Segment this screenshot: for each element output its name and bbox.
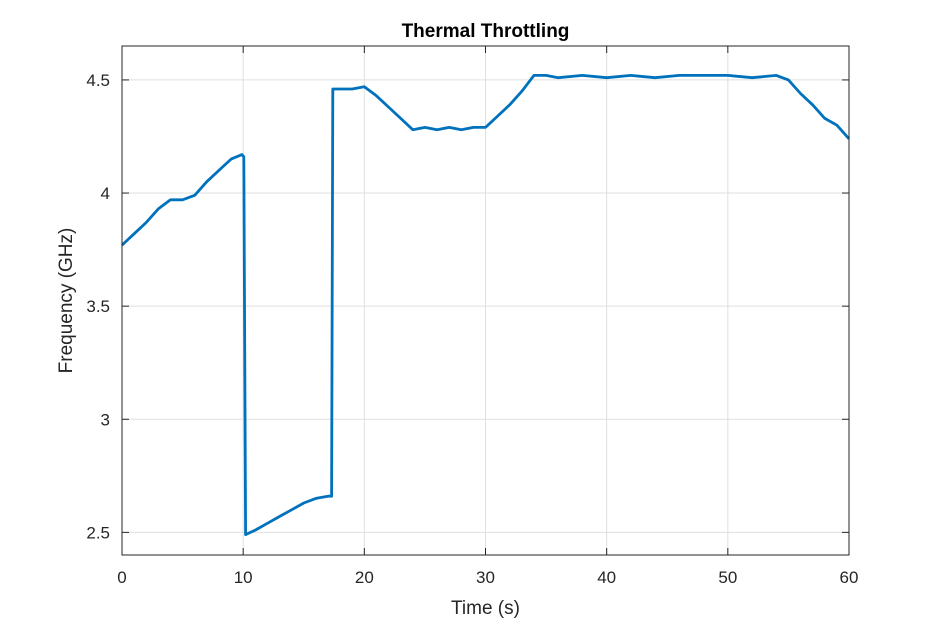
frequency-series-line xyxy=(121,74,851,536)
plot-area xyxy=(121,74,851,536)
x-axis-label: Time (s) xyxy=(451,598,520,619)
x-tick-label: 10 xyxy=(234,568,253,587)
grid xyxy=(121,46,850,555)
x-tick-label: 50 xyxy=(718,568,737,587)
y-tick-label: 2.5 xyxy=(86,523,110,542)
x-tick-label: 0 xyxy=(117,568,126,587)
y-tick-label: 3.5 xyxy=(86,297,110,316)
ticks xyxy=(121,46,850,555)
x-tick-label: 20 xyxy=(355,568,374,587)
tick-labels: 0 10 20 30 40 50 60 2.5 3 3.5 4 4.5 xyxy=(86,71,858,587)
y-tick-label: 4.5 xyxy=(86,71,110,90)
x-tick-label: 30 xyxy=(476,568,495,587)
y-tick-label: 4 xyxy=(101,184,110,203)
y-axis-label: Frequency (GHz) xyxy=(56,228,77,374)
x-tick-label: 40 xyxy=(597,568,616,587)
y-tick-label: 3 xyxy=(101,410,110,429)
chart-title: Thermal Throttling xyxy=(402,21,570,42)
x-tick-label: 60 xyxy=(840,568,859,587)
